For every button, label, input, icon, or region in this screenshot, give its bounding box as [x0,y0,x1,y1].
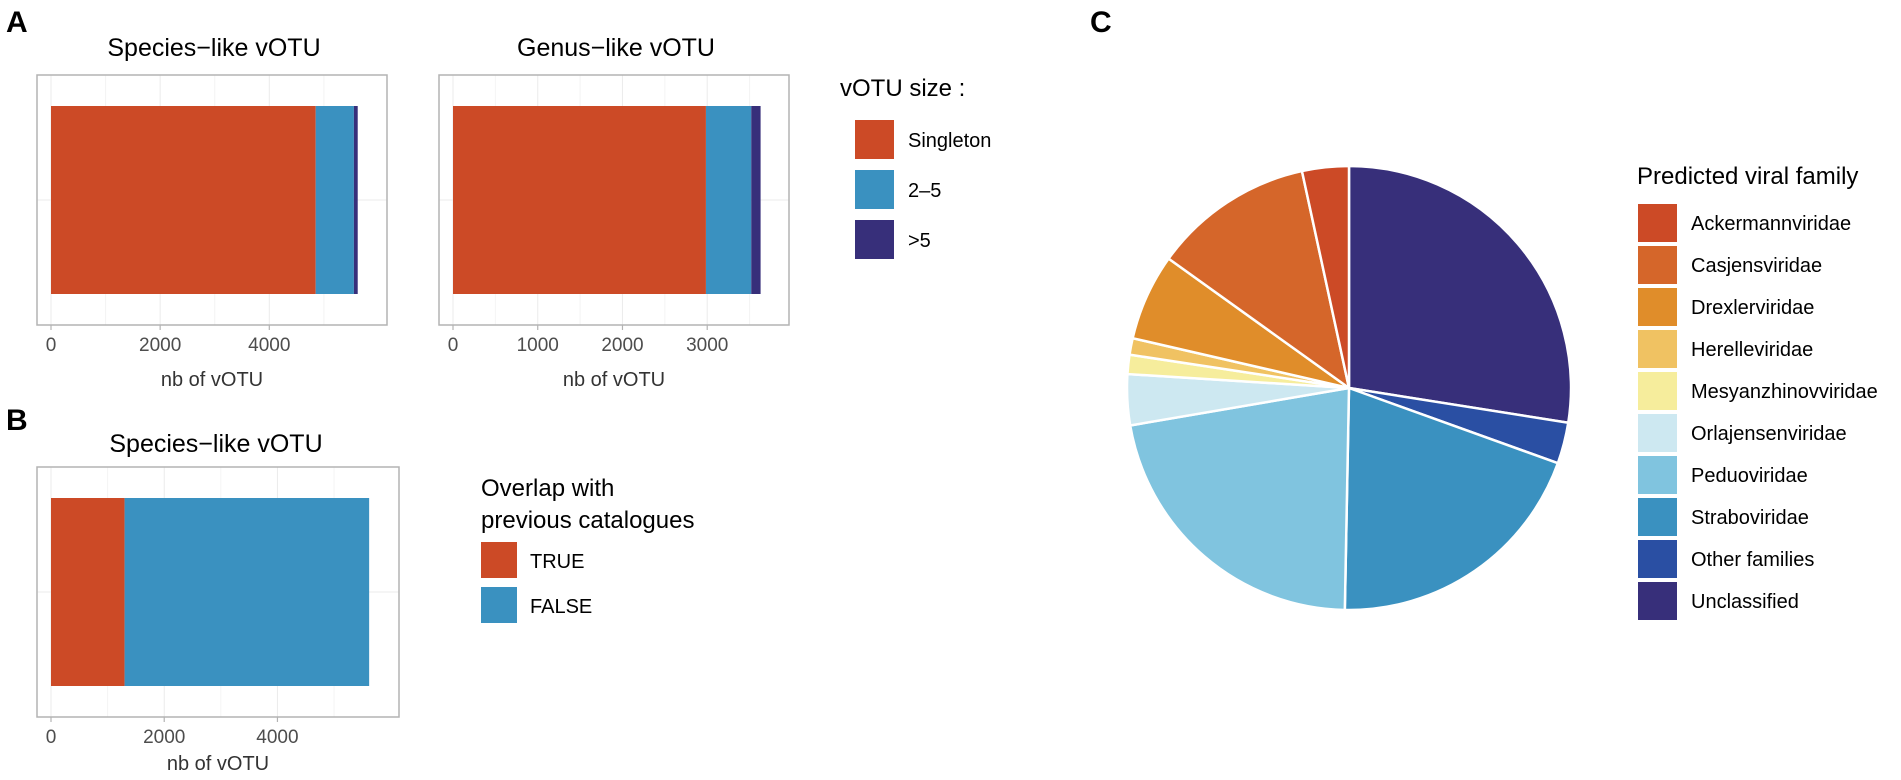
overlap-x-axis-label: nb of vOTU [167,753,269,775]
legend-key-casjensviridae [1638,246,1677,284]
x-tick-label: 4000 [248,335,290,356]
legend-label-true: TRUE [530,551,584,573]
legend-label-other-families: Other families [1691,549,1814,571]
genus-size-panel-frame [438,74,790,326]
overlap-legend-title-line1: Overlap with [481,475,614,502]
species-vOTU-size-chart: Species−like vOTU 0 2000 4000 nb of vOTU [36,34,388,391]
legend-key-singleton [855,120,894,159]
legend-key-false [481,587,517,623]
genus-size-chart-title: Genus−like vOTU [517,34,715,62]
x-tick-label: 1000 [517,335,559,356]
genus-size-bars [453,106,761,294]
x-tick-label: 2000 [139,335,181,356]
species-size-chart-title: Species−like vOTU [107,34,320,62]
legend-key-peduoviridae [1638,456,1677,494]
overlap-panel-frame [36,466,400,718]
legend-key-drexlerviridae [1638,288,1677,326]
bar-segment-5 [353,106,358,294]
pie-slice-ackermannviridae [1300,164,1351,390]
overlap-bars [51,498,370,686]
legend-label-orlajensenviridae: Orlajensenviridae [1691,423,1847,445]
legend-key-true [481,542,517,578]
x-tick-label: 2000 [143,727,185,748]
x-tick-label: 2000 [601,335,643,356]
bar-segment-false [124,498,370,686]
pie-slice-peduoviridae [1128,386,1351,612]
legend-label-casjensviridae: Casjensviridae [1691,255,1822,277]
x-tick-label: 0 [46,727,57,748]
bar-segment-singleton [453,106,706,294]
vOTU-size-legend: vOTU size : Singleton 2–5 >5 [840,75,991,259]
species-size-x-axis-label: nb of vOTU [161,369,263,391]
overlap-chart-title: Species−like vOTU [109,430,322,458]
overlap-legend: Overlap with previous catalogues TRUE FA… [481,475,694,623]
legend-key-2-5 [855,170,894,209]
legend-key-unclassified [1638,582,1677,620]
legend-label-false: FALSE [530,596,592,618]
x-tick-label: 4000 [256,727,298,748]
overlap-legend-title-line2: previous catalogues [481,507,694,534]
bar-segment-2-5 [705,106,752,294]
panel-label-a: A [6,6,28,39]
viral-family-legend: Predicted viral family Ackermannviridae C… [1637,163,1878,620]
pie-slice-casjensviridae [1167,169,1351,390]
species-size-x-axis: 0 2000 4000 [46,325,290,356]
x-tick-label: 3000 [686,335,728,356]
legend-key-mesyanzhinovviridae [1638,372,1677,410]
x-tick-label: 0 [448,335,459,356]
bar-segment-singleton [51,106,316,294]
overlap-x-axis: 0 2000 4000 [46,717,299,748]
legend-label-mesyanzhinovviridae: Mesyanzhinovviridae [1691,381,1878,403]
x-tick-label: 0 [46,335,57,356]
legend-key-straboviridae [1638,498,1677,536]
legend-key-ackermannviridae [1638,204,1677,242]
viral-family-legend-items: Ackermannviridae Casjensviridae Drexlervir… [1638,204,1878,620]
legend-label-ackermannviridae: Ackermannviridae [1691,213,1851,235]
viral-family-pie [1125,164,1573,612]
legend-label-2-5: 2–5 [908,180,941,202]
species-size-bars [51,106,358,294]
legend-label-herelleviridae: Herelleviridae [1691,339,1813,361]
legend-label-singleton: Singleton [908,130,991,152]
legend-key-herelleviridae [1638,330,1677,368]
species-size-panel-frame [36,74,388,326]
genus-size-x-axis-label: nb of vOTU [563,369,665,391]
genus-size-x-axis: 0 1000 2000 3000 [448,325,728,356]
vOTU-size-legend-title: vOTU size : [840,75,965,102]
legend-label-unclassified: Unclassified [1691,591,1799,613]
legend-label-peduoviridae: Peduoviridae [1691,465,1808,487]
panel-label-c: C [1090,6,1112,39]
bar-segment-true [51,498,125,686]
legend-key-other-families [1638,540,1677,578]
pie-slice-straboviridae [1343,386,1560,612]
bar-segment-2-5 [315,106,354,294]
bar-segment-5 [751,106,761,294]
pie-slice-unclassified [1347,164,1573,424]
genus-vOTU-size-chart: Genus−like vOTU 0 1000 2000 3000 nb of vOTU [438,34,790,391]
legend-key-gt5 [855,220,894,259]
legend-label-straboviridae: Straboviridae [1691,507,1809,529]
overlap-chart: Species−like vOTU 0 2000 4000 nb of vOTU [36,430,400,775]
legend-label-drexlerviridae: Drexlerviridae [1691,297,1814,319]
viral-family-legend-title: Predicted viral family [1637,163,1858,190]
legend-key-orlajensenviridae [1638,414,1677,452]
legend-label-gt5: >5 [908,230,931,252]
panel-label-b: B [6,404,28,437]
